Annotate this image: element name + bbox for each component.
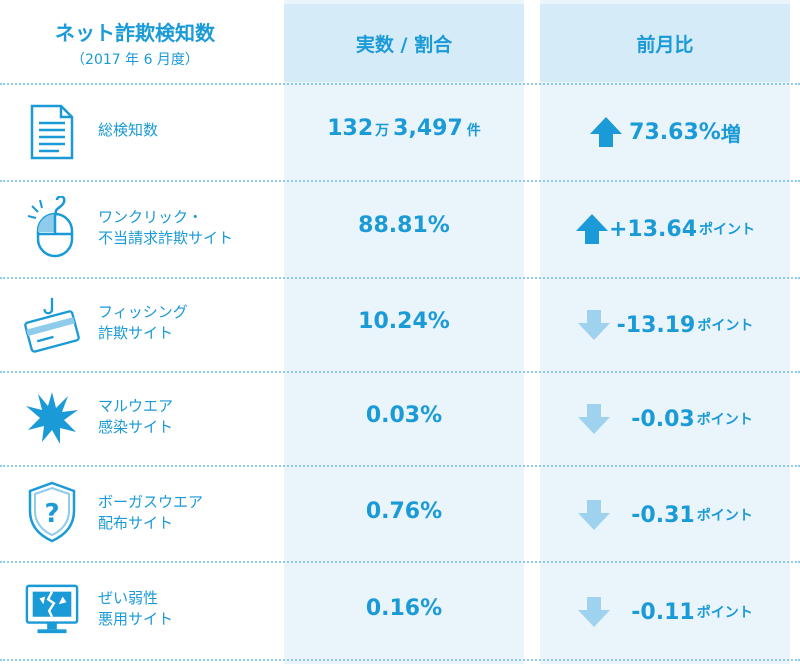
row-value: 88.81% (358, 213, 450, 238)
row-label: マルウエア 感染サイト (98, 396, 278, 438)
arrow-up-icon (590, 117, 623, 147)
change-value: -0.11 (631, 599, 695, 625)
label-line-1: ぜい弱性 (98, 589, 159, 607)
mom-column-bg (540, 0, 790, 664)
change-value: -0.03 (631, 406, 695, 432)
divider (0, 277, 800, 279)
value-man: 万 (375, 123, 390, 139)
header-actual: 実数 / 割合 (284, 4, 524, 82)
table-row-one-click: ワンクリック・ 不当請求詐欺サイト 88.81% +13.64 ポイント (0, 183, 800, 275)
header-mom: 前月比 (540, 4, 790, 82)
table-row-vulnerability: ぜい弱性 悪用サイト 0.16% -0.11 ポイント (0, 564, 800, 658)
divider (0, 465, 800, 467)
change-value: -13.19 (616, 312, 696, 338)
row-value: 10.24% (358, 309, 450, 334)
row-value: 132 万 3,497 件 (284, 116, 524, 141)
divider (0, 371, 800, 373)
row-change: -0.11 ポイント (540, 592, 790, 632)
label-line-1: ボーガスウエア (98, 493, 204, 511)
row-change: 73.63% 増 (540, 112, 790, 152)
table-row-total: 総検知数 132 万 3,497 件 73.63% 増 (0, 86, 800, 178)
title-main: ネット詐欺検知数 (55, 21, 215, 45)
change-unit: ポイント (696, 508, 753, 524)
row-label: 総検知数 (98, 120, 278, 141)
arrow-down-icon (578, 597, 611, 627)
document-icon (24, 102, 80, 162)
divider (0, 180, 800, 182)
malware-burst-icon (24, 388, 80, 448)
change-value: +13.64 (608, 216, 698, 242)
row-change: -13.19 ポイント (540, 305, 790, 345)
value-main: 132 (327, 116, 374, 141)
row-change: -0.03 ポイント (540, 399, 790, 439)
row-value: 0.16% (365, 596, 443, 621)
row-label: ぜい弱性 悪用サイト (98, 588, 278, 630)
divider (0, 561, 800, 563)
broken-monitor-icon (24, 580, 80, 640)
change-unit: ポイント (699, 222, 756, 238)
change-value: -0.31 (631, 502, 695, 528)
arrow-down-icon (577, 310, 610, 340)
change-unit: ポイント (696, 605, 753, 621)
label-line-2: 詐欺サイト (98, 324, 174, 342)
label-line-1: ワンクリック・ (98, 208, 203, 226)
row-label: フィッシング 詐欺サイト (98, 302, 278, 344)
table-row-phishing: フィッシング 詐欺サイト 10.24% -13.19 ポイント (0, 280, 800, 370)
row-value: 0.03% (365, 403, 443, 428)
label-line-2: 不当請求詐欺サイト (98, 229, 234, 247)
shield-question-icon: ? (24, 481, 80, 543)
row-change: +13.64 ポイント (540, 209, 790, 249)
row-label: ワンクリック・ 不当請求詐欺サイト (98, 207, 278, 249)
divider (0, 83, 800, 85)
label-line-1: フィッシング (98, 303, 188, 321)
value-ken: 件 (466, 123, 481, 139)
arrow-down-icon (578, 500, 611, 530)
arrow-down-icon (578, 404, 611, 434)
arrow-up-icon (575, 214, 608, 244)
table-title: ネット詐欺検知数 （2017 年 6 月度） (0, 4, 270, 82)
value-rest: 3,497 (393, 116, 463, 141)
change-unit: 増 (720, 121, 741, 146)
title-sub: （2017 年 6 月度） (71, 52, 199, 68)
change-unit: ポイント (697, 318, 754, 334)
label-line-1: マルウエア (98, 397, 174, 415)
svg-text:?: ? (44, 499, 59, 529)
change-unit: ポイント (696, 412, 753, 428)
credit-card-hook-icon (24, 294, 80, 354)
change-value: 73.63% (629, 119, 721, 145)
table-row-malware: マルウエア 感染サイト 0.03% -0.03 ポイント (0, 374, 800, 464)
row-label: ボーガスウエア 配布サイト (98, 492, 278, 534)
label-line-2: 配布サイト (98, 514, 174, 532)
label-line-2: 感染サイト (98, 418, 174, 436)
table-row-bogusware: ? ボーガスウエア 配布サイト 0.76% -0.31 ポイント (0, 468, 800, 560)
divider (0, 659, 800, 661)
actual-column-bg (284, 0, 524, 664)
label-line-2: 悪用サイト (98, 610, 174, 628)
mouse-click-icon (24, 196, 80, 258)
label-line-1: 総検知数 (98, 121, 159, 139)
row-change: -0.31 ポイント (540, 495, 790, 535)
row-value: 0.76% (365, 499, 443, 524)
